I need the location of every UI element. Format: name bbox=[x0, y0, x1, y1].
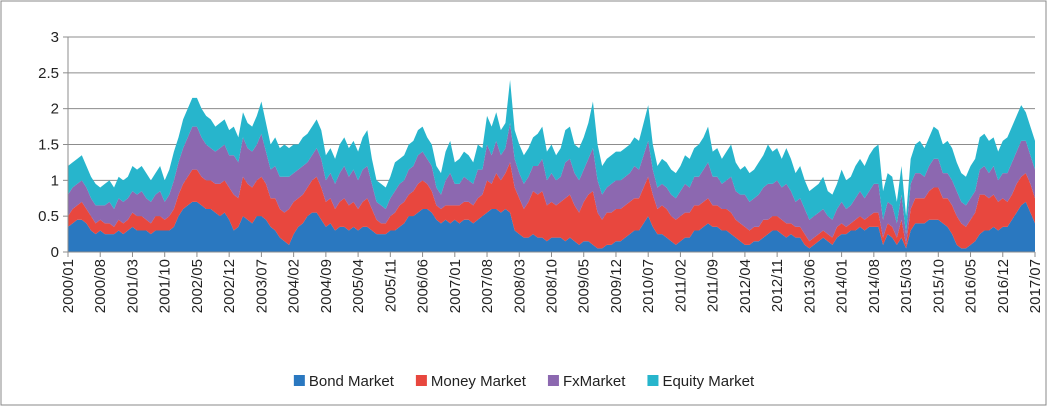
x-tick-label: 2014/01 bbox=[834, 259, 851, 313]
y-tick-label: 1 bbox=[51, 172, 59, 189]
y-tick-label: 2 bbox=[51, 101, 59, 118]
x-tick-label: 2012/11 bbox=[769, 259, 786, 312]
x-tick-label: 2002/12 bbox=[221, 259, 238, 313]
x-tick-label: 2009/12 bbox=[608, 259, 625, 313]
area bbox=[68, 123, 1035, 245]
x-tick-label: 2007/08 bbox=[479, 259, 496, 313]
legend-label: Money Market bbox=[431, 373, 527, 390]
x-tick-label: 2001/10 bbox=[157, 259, 174, 313]
x-tick-label: 2007/01 bbox=[447, 259, 464, 313]
legend-label: Equity Market bbox=[662, 373, 755, 390]
x-tick-label: 2015/10 bbox=[930, 259, 947, 313]
x-tick-label: 2010/07 bbox=[640, 259, 657, 313]
area bbox=[68, 80, 1035, 235]
legend-swatch bbox=[647, 375, 659, 386]
x-tick-label: 2005/11 bbox=[382, 259, 399, 312]
x-tick-label: 2004/02 bbox=[286, 259, 303, 313]
x-tick-label: 2011/02 bbox=[672, 259, 689, 312]
y-tick-label: 1.5 bbox=[38, 137, 59, 154]
y-tick-label: 3 bbox=[51, 29, 59, 46]
legend-swatch bbox=[415, 375, 427, 386]
legend-swatch bbox=[293, 375, 305, 386]
x-tick-label: 2012/04 bbox=[737, 259, 754, 313]
x-tick-label: 2000/08 bbox=[92, 259, 109, 313]
x-tick-label: 2003/07 bbox=[253, 259, 270, 313]
legend-swatch bbox=[547, 375, 559, 386]
x-tick-label: 2006/06 bbox=[415, 259, 432, 313]
x-tick-label: 2008/10 bbox=[544, 259, 561, 313]
x-tick-label: 2014/08 bbox=[866, 259, 883, 313]
legend: Bond Market Money Market FxMarket Equity Ma… bbox=[293, 373, 755, 390]
legend-label: FxMarket bbox=[563, 373, 626, 390]
x-tick-label: 2015/03 bbox=[898, 259, 915, 313]
x-tick-label: 2008/03 bbox=[511, 259, 528, 313]
x-tick-label: 2004/09 bbox=[318, 259, 335, 313]
area bbox=[68, 162, 1035, 249]
y-tick-label: 2.5 bbox=[38, 65, 59, 82]
legend-label: Bond Market bbox=[309, 373, 395, 390]
x-tick-label: 2017/07 bbox=[1027, 259, 1044, 313]
x-tick-label: 2013/06 bbox=[801, 259, 818, 313]
area bbox=[68, 201, 1035, 252]
y-tick-label: 0.5 bbox=[38, 208, 59, 225]
x-tick-label: 2009/05 bbox=[576, 259, 593, 313]
x-tick-label: 2016/05 bbox=[963, 259, 980, 313]
x-tick-label: 2005/04 bbox=[350, 259, 367, 313]
x-tick-label: 2001/03 bbox=[124, 259, 141, 313]
x-tick-label: 2002/05 bbox=[189, 259, 206, 313]
x-tick-label: 2016/12 bbox=[995, 259, 1012, 313]
x-tick-label: 2011/09 bbox=[705, 259, 722, 312]
x-tick-label: 2000/01 bbox=[60, 259, 77, 313]
y-tick-label: 0 bbox=[51, 244, 59, 261]
